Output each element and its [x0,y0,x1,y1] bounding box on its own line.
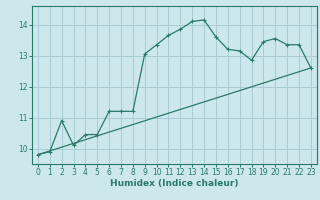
X-axis label: Humidex (Indice chaleur): Humidex (Indice chaleur) [110,179,239,188]
